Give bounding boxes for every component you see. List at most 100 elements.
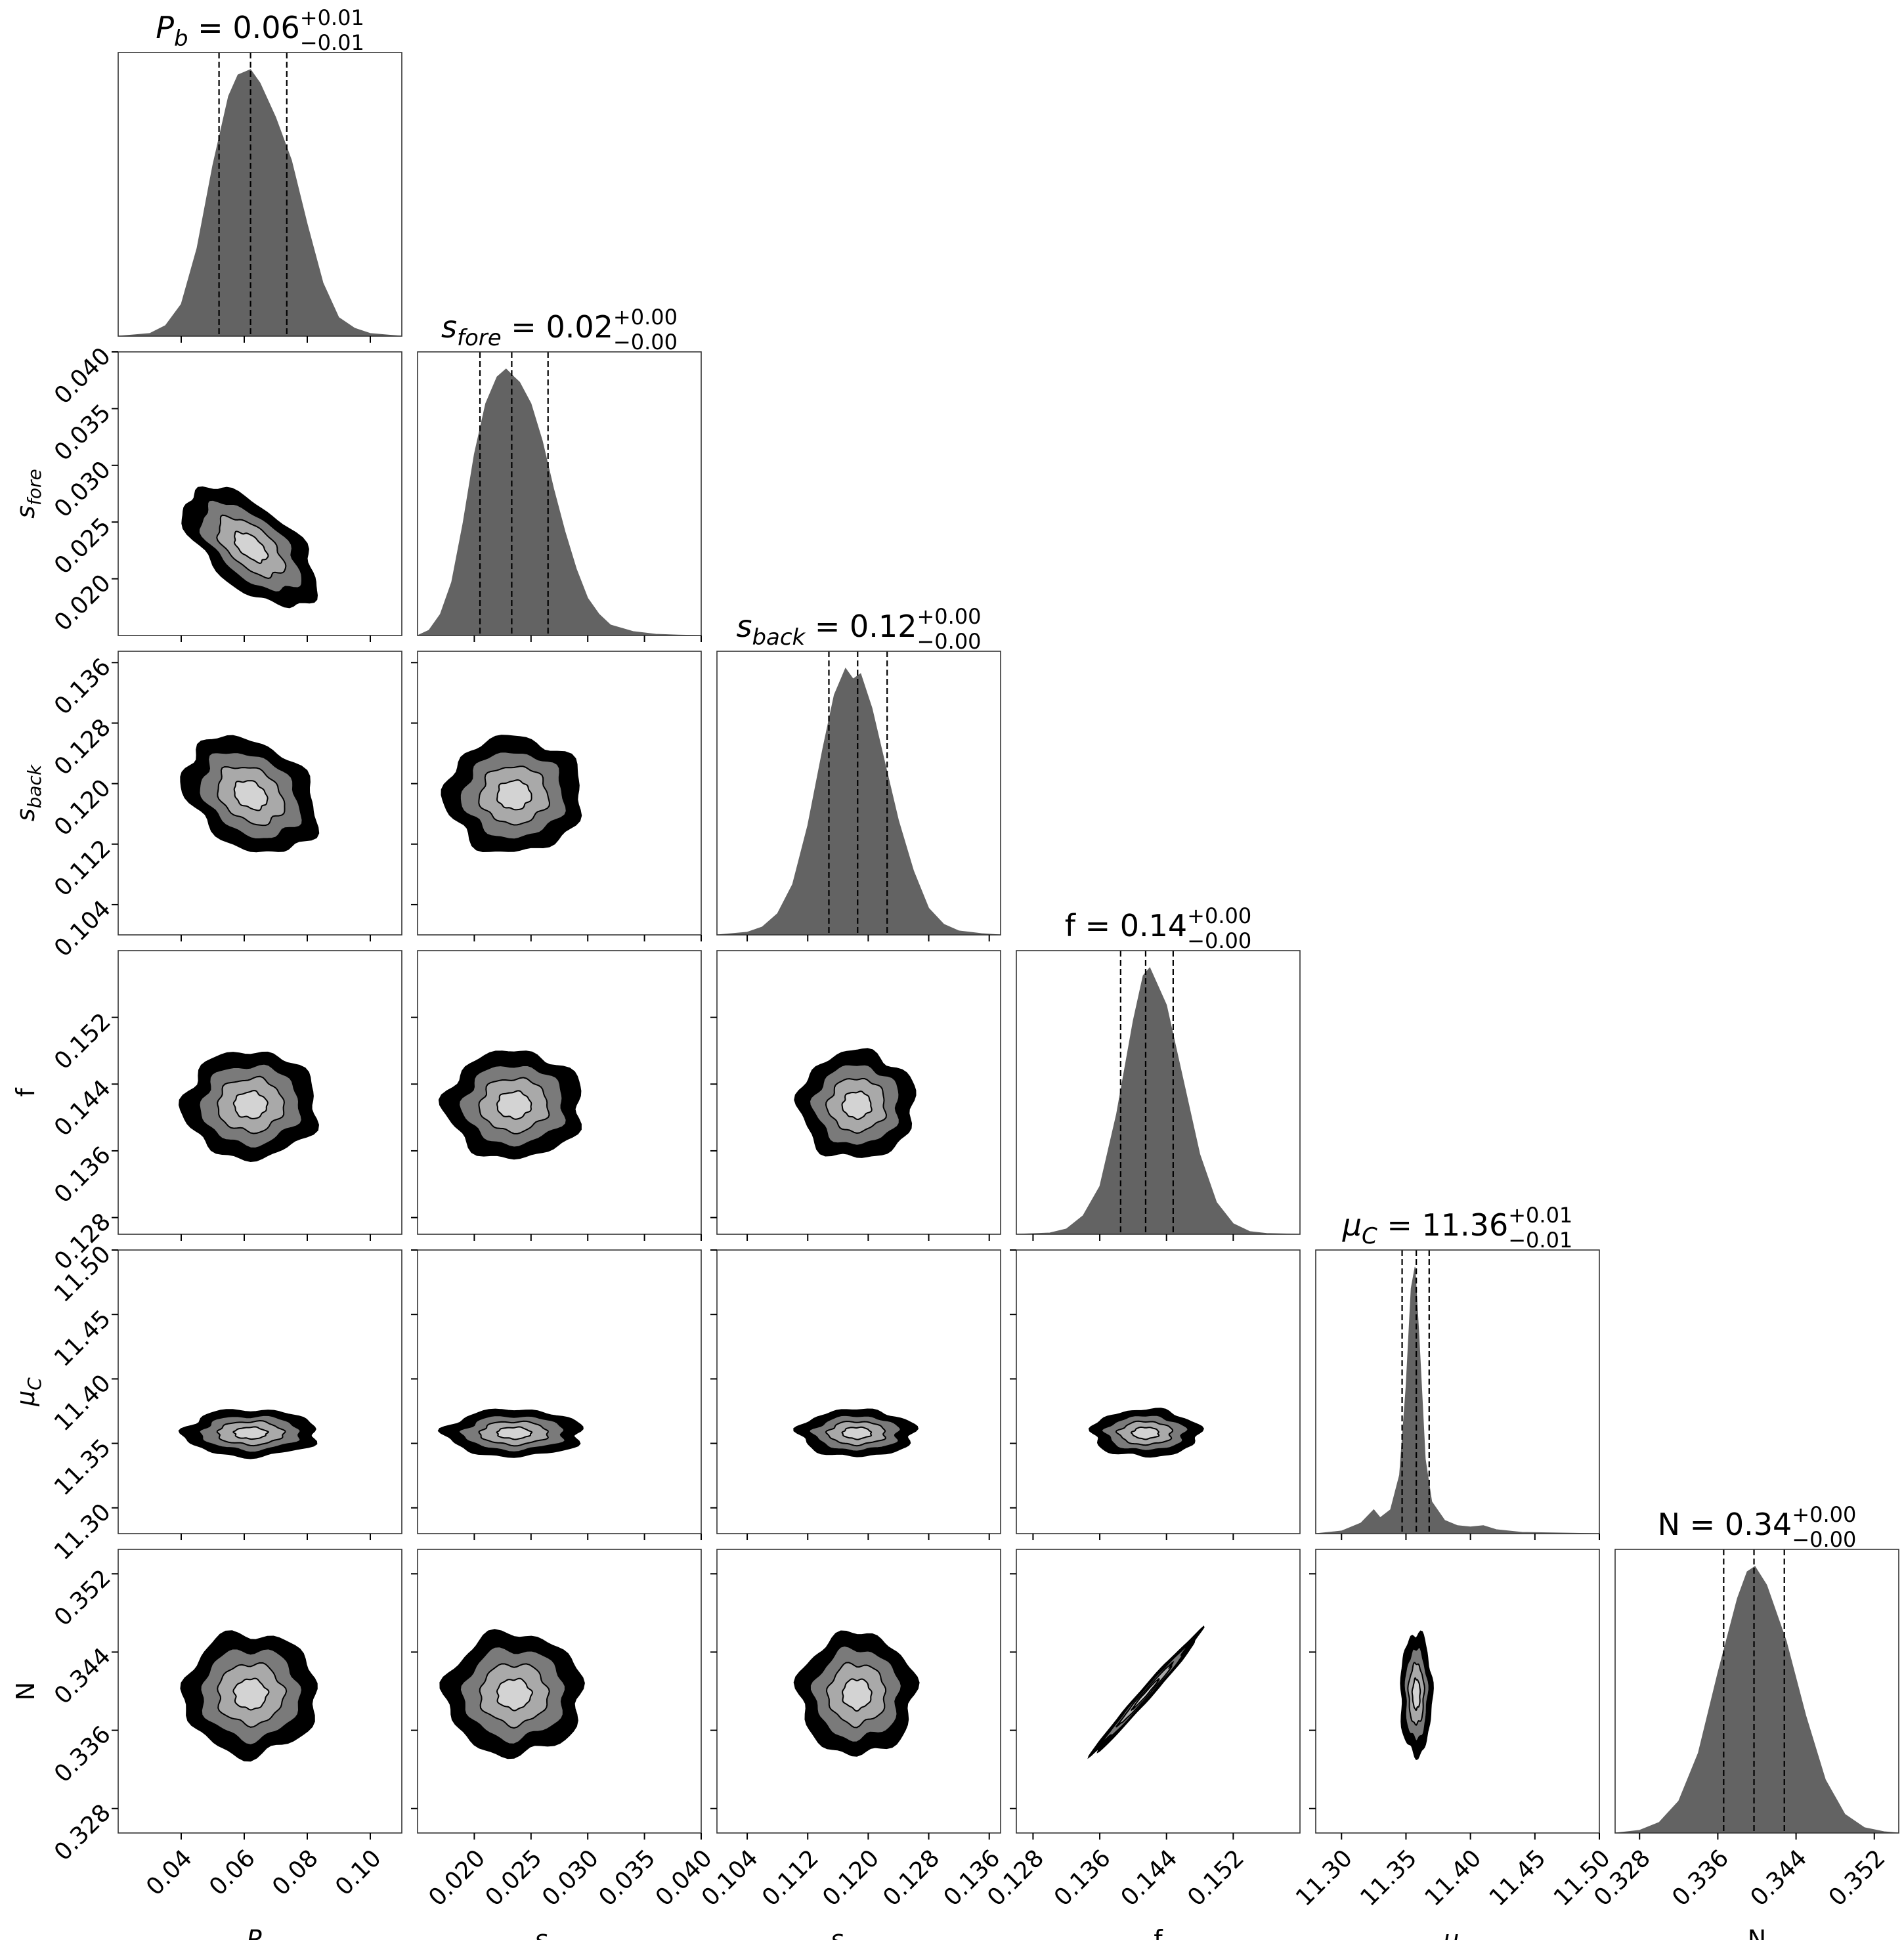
- title-value: = 0.02: [502, 309, 613, 345]
- hist-area-N: [1614, 1566, 1899, 1834]
- contour-panel-s_back-mu_C: [716, 1249, 1001, 1534]
- contour-panel-s_fore-N: [417, 1549, 702, 1834]
- title-value: = 11.36: [1377, 1207, 1508, 1243]
- panel-frame: [118, 1549, 402, 1834]
- x-axis-label-P_b-subscript: b: [262, 1937, 274, 1940]
- panel-frame: [417, 950, 702, 1235]
- y-tick-label-s_fore: 0.035: [49, 399, 116, 466]
- y-tick-label-N: 0.344: [49, 1643, 116, 1710]
- x-tick-label-mu_C: 11.30: [1291, 1845, 1358, 1912]
- x-tick-label-s_fore: 0.025: [481, 1845, 548, 1912]
- x-tick-label-P_b: 0.04: [141, 1845, 198, 1901]
- hist-frame-P_b: [118, 52, 402, 337]
- panel-bg: [418, 1250, 701, 1534]
- hist-frame-mu_C: [1315, 1249, 1600, 1534]
- x-tick-label-f: 0.136: [1049, 1845, 1116, 1912]
- title-symbol: N: [1658, 1507, 1680, 1542]
- panel-frame: [1016, 1549, 1301, 1834]
- x-axis-label-s_back: sback: [831, 1925, 888, 1940]
- contour-panel-s_fore-mu_C: [417, 1249, 702, 1534]
- hist-title-N: N = 0.34+0.00: [1658, 1502, 1857, 1542]
- y-tick-label-s_fore: 0.030: [49, 456, 116, 523]
- y-tick-label-f: 0.152: [49, 1008, 116, 1075]
- y-axis-label-N-symbol: N: [11, 1682, 40, 1700]
- contour-panel-s_back-f: [716, 950, 1001, 1235]
- title-value: = 0.12: [805, 609, 917, 644]
- y-axis-label-s_fore-symbol: s: [11, 506, 40, 519]
- panel-frame: [118, 651, 402, 936]
- hist-frame-s_back: [716, 651, 1001, 936]
- contour-level-1: [232, 1677, 270, 1711]
- contour-panel-P_b-N: [118, 1549, 402, 1834]
- title-minus-error: −0.00: [917, 629, 981, 654]
- panel-frame: [417, 1249, 702, 1534]
- contour-level-1: [233, 780, 269, 811]
- title-symbol: f: [1065, 908, 1077, 943]
- contour-panel-f-N: [1016, 1549, 1301, 1834]
- panel-frame: [1315, 1549, 1600, 1834]
- x-tick-label-P_b: 0.08: [267, 1845, 324, 1901]
- y-tick-label-s_back: 0.136: [49, 653, 116, 720]
- x-tick-label-s_back: 0.128: [878, 1845, 945, 1912]
- contour-level-1: [1131, 1677, 1160, 1712]
- hist-title-s_back: sback = 0.12+0.00: [736, 604, 981, 651]
- x-axis-label-f-symbol: f: [1154, 1925, 1163, 1940]
- hist-panel-mu_C: μC = 11.36+0.01−0.01: [1315, 1203, 1600, 1534]
- panel-bg: [118, 1250, 402, 1534]
- x-tick-label-mu_C: 11.35: [1355, 1845, 1422, 1912]
- x-tick-label-P_b: 0.10: [330, 1845, 387, 1901]
- x-axis-label-mu_C-subscript: C: [1459, 1937, 1472, 1940]
- x-tick-label-N: 0.344: [1745, 1845, 1812, 1912]
- title-minus-error: −0.01: [300, 30, 364, 55]
- title-plus-error: +0.00: [613, 305, 678, 330]
- panel-bg: [1316, 1549, 1599, 1833]
- hist-area-f: [1016, 966, 1301, 1235]
- title-minus-error: −0.01: [1508, 1228, 1572, 1253]
- hist-frame-s_fore: [417, 351, 702, 636]
- panel-bg: [1016, 1549, 1300, 1833]
- hist-panel-f: f = 0.14+0.00−0.00: [1016, 903, 1301, 1235]
- hist-area-s_fore: [417, 368, 702, 636]
- y-tick-label-s_back: 0.128: [49, 714, 116, 781]
- hist-title-mu_C: μC = 11.36+0.01: [1342, 1203, 1573, 1249]
- x-axis-label-s_fore: sfore: [534, 1925, 584, 1940]
- y-tick-label-f: 0.144: [49, 1075, 116, 1142]
- x-tick-label-s_fore: 0.035: [594, 1845, 660, 1912]
- hist-title-s_fore: sfore = 0.02+0.00: [441, 305, 678, 351]
- x-axis-label-N: N: [1748, 1925, 1766, 1940]
- title-minus-error: −0.00: [1792, 1527, 1856, 1552]
- y-tick-label-s_fore: 0.025: [49, 513, 116, 580]
- contour-level-1: [496, 779, 532, 811]
- contour-panel-mu_C-N: [1315, 1549, 1600, 1834]
- panel-frame: [716, 1549, 1001, 1834]
- y-axis-label-f: f: [11, 1087, 40, 1097]
- contour-panel-P_b-f: [118, 950, 402, 1235]
- hist-area-mu_C: [1315, 1266, 1600, 1534]
- y-tick-label-s_fore: 0.020: [49, 569, 116, 636]
- panel-bg: [717, 1250, 1001, 1534]
- x-axis-label-mu_C-symbol: μ: [1442, 1925, 1459, 1940]
- y-tick-label-N: 0.352: [49, 1564, 116, 1631]
- title-plus-error: +0.00: [917, 604, 981, 629]
- y-axis-label-N: N: [11, 1682, 40, 1700]
- contour-level-1: [232, 1090, 269, 1119]
- contour-level-1: [233, 530, 269, 565]
- contour-panel-P_b-s_fore: [118, 351, 402, 636]
- title-value: = 0.14: [1075, 908, 1187, 943]
- y-tick-label-mu_C: 11.45: [49, 1305, 116, 1372]
- hist-panel-P_b: Pb = 0.06+0.01−0.01: [118, 5, 402, 337]
- y-tick-label-mu_C: 11.30: [49, 1499, 116, 1566]
- x-axis-label-mu_C: μC: [1442, 1925, 1472, 1940]
- hist-title-f: f = 0.14+0.00: [1065, 903, 1251, 943]
- contour-panel-s_fore-f: [417, 950, 702, 1235]
- x-tick-label-N: 0.336: [1667, 1845, 1734, 1912]
- title-plus-error: +0.01: [1508, 1203, 1572, 1228]
- title-symbol: μ: [1342, 1207, 1362, 1243]
- title-plus-error: +0.01: [300, 5, 364, 30]
- y-tick-label-N: 0.328: [49, 1800, 116, 1866]
- title-subscript: b: [174, 26, 188, 52]
- title-symbol: s: [736, 609, 752, 644]
- y-tick-label-s_back: 0.112: [49, 835, 116, 902]
- x-axis-label-s_back-symbol: s: [831, 1925, 844, 1940]
